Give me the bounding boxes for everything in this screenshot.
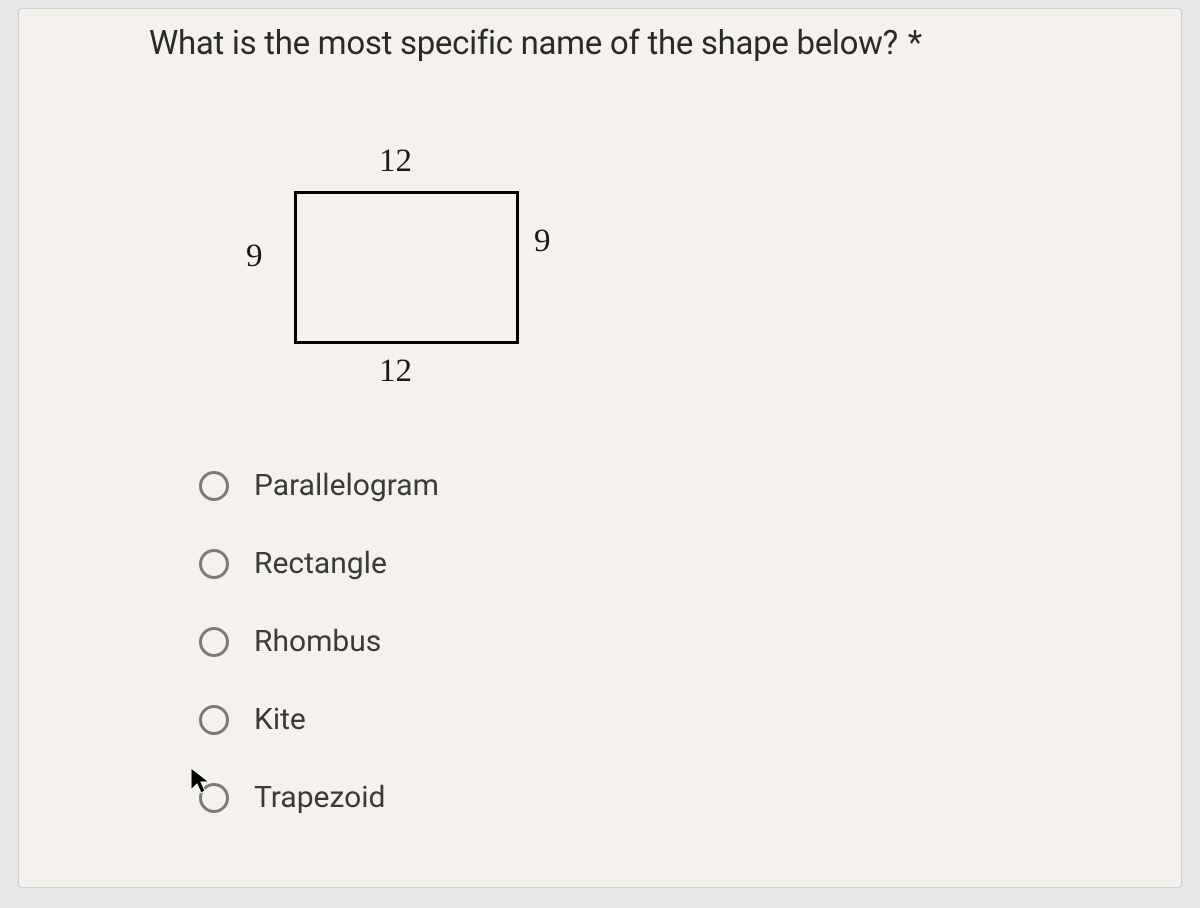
diagram-rectangle-shape [294, 191, 519, 344]
required-asterisk: * [908, 24, 922, 63]
option-rhombus[interactable]: Rhombus [199, 624, 1151, 659]
question-content: What is the most specific name of the sh… [19, 24, 1181, 815]
diagram-label-left: 9 [246, 238, 263, 275]
question-prompt: What is the most specific name of the sh… [149, 24, 898, 63]
option-label: Rhombus [254, 624, 381, 659]
option-label: Rectangle [254, 546, 387, 581]
radio-icon[interactable] [199, 627, 229, 657]
radio-icon[interactable] [199, 471, 229, 501]
option-trapezoid[interactable]: Trapezoid [199, 780, 1151, 815]
shape-diagram: 12 9 9 12 [204, 143, 604, 393]
option-rectangle[interactable]: Rectangle [199, 546, 1151, 581]
option-parallelogram[interactable]: Parallelogram [199, 468, 1151, 503]
question-text: What is the most specific name of the sh… [149, 24, 1151, 63]
diagram-label-top: 12 [379, 143, 412, 180]
options-list: Parallelogram Rectangle Rhombus Kite Tra… [199, 468, 1151, 815]
option-label: Parallelogram [254, 468, 439, 503]
diagram-label-right: 9 [534, 223, 551, 260]
radio-icon[interactable] [199, 783, 229, 813]
diagram-label-bottom: 12 [379, 353, 412, 390]
radio-icon[interactable] [199, 705, 229, 735]
option-label: Trapezoid [254, 780, 385, 815]
option-label: Kite [254, 702, 306, 737]
option-kite[interactable]: Kite [199, 702, 1151, 737]
radio-icon[interactable] [199, 549, 229, 579]
question-card: What is the most specific name of the sh… [18, 8, 1182, 888]
